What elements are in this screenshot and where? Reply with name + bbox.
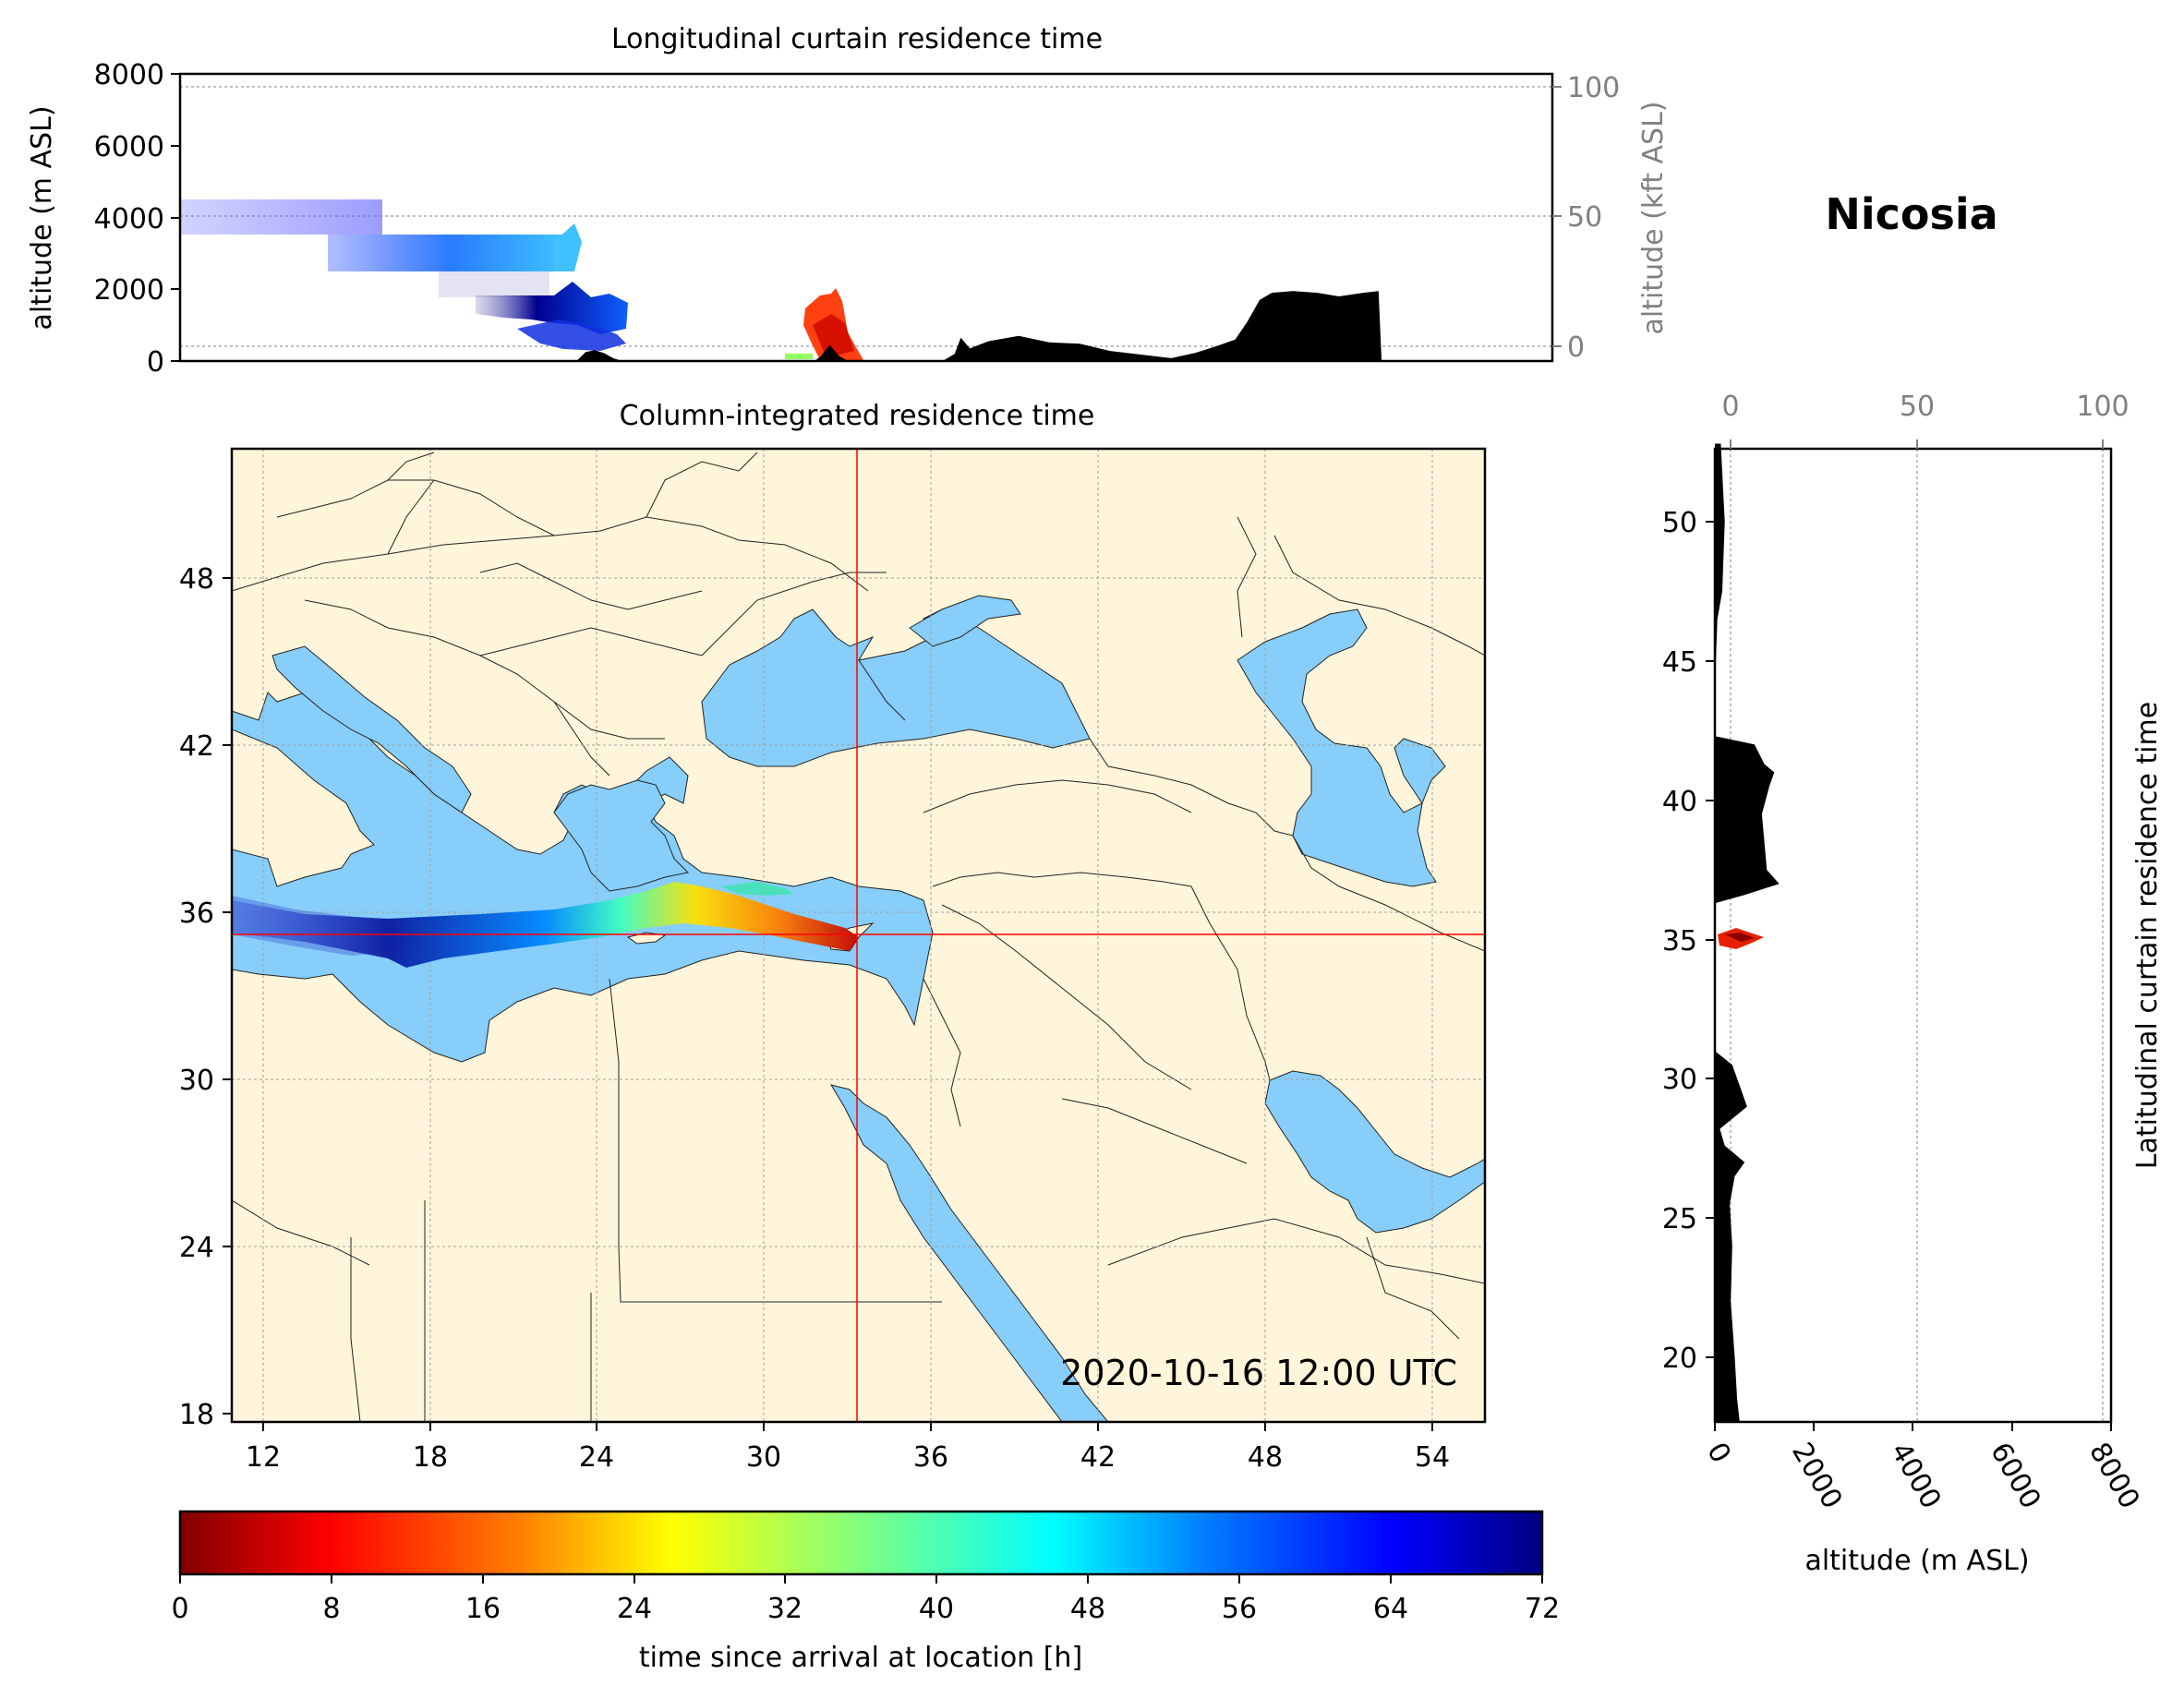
residence-band-mid-edge (554, 223, 582, 271)
colorbar: 0 8 16 24 32 40 48 56 64 72 time since a… (171, 1510, 1560, 1674)
map-ytick-36: 36 (179, 897, 214, 930)
crete (626, 932, 667, 945)
map-ytick-24: 24 (179, 1232, 214, 1264)
top-terrain (576, 291, 1382, 361)
map-panel-title: Column-integrated residence time (620, 400, 1095, 432)
side-plot-area (1715, 449, 2111, 1422)
side-xtick-2000: 2000 (1785, 1438, 1848, 1515)
colorbar-gradient (178, 1510, 1544, 1576)
side-xtick-4000: 4000 (1884, 1438, 1947, 1515)
colorbar-tick-32: 32 (767, 1593, 802, 1625)
sea-of-azov (909, 595, 1021, 647)
colorbar-tick-40: 40 (919, 1593, 954, 1625)
top-left-ticks (171, 73, 180, 362)
colorbar-tick-0: 0 (171, 1593, 188, 1625)
top-ylabel-right: altitude (kft ASL) (1637, 101, 1670, 334)
residence-band-low (439, 271, 549, 297)
residence-band-lower (476, 282, 628, 334)
top-rtick-100: 100 (1567, 72, 1620, 104)
residence-band-ground (517, 319, 626, 351)
map-panel: Column-integrated residence time (179, 400, 1487, 1474)
top-ytick-8000: 8000 (94, 59, 164, 91)
persian-gulf (1264, 1070, 1485, 1234)
map-xtick-12: 12 (246, 1441, 281, 1474)
colorbar-tick-48: 48 (1070, 1593, 1105, 1625)
side-terrain (1715, 443, 1780, 1422)
side-xtick-8000: 8000 (2082, 1438, 2145, 1515)
top-panel-title: Longitudinal curtain residence time (611, 23, 1103, 55)
top-ytick-0: 0 (147, 346, 164, 379)
side-ytick-40: 40 (1662, 786, 1697, 818)
map-xtick-36: 36 (913, 1441, 948, 1474)
map-ytick-30: 30 (179, 1065, 214, 1097)
side-top-tick-100: 100 (2076, 391, 2129, 423)
side-ytick-25: 25 (1662, 1203, 1697, 1235)
residence-band-high (181, 199, 382, 235)
side-xtick-0: 0 (1700, 1438, 1737, 1469)
longitudinal-curtain-panel: Longitudinal curtain residence time 8000… (26, 23, 1670, 379)
side-ytick-45: 45 (1662, 646, 1697, 679)
map-ytick-18: 18 (179, 1399, 214, 1431)
map-ytick-42: 42 (179, 730, 214, 763)
colorbar-tick-marks (179, 1574, 1543, 1584)
colorbar-tick-56: 56 (1222, 1593, 1257, 1625)
country-borders (232, 452, 1485, 1422)
residence-band-mid (328, 235, 573, 271)
map-xticks-marks (262, 1422, 1433, 1431)
residence-band-red-core (813, 314, 854, 358)
side-ytick-30: 30 (1662, 1064, 1697, 1096)
adriatic-sea (271, 645, 472, 813)
side-xlabel: altitude (m ASL) (1804, 1545, 2029, 1577)
side-ytick-50: 50 (1662, 507, 1697, 539)
latitudinal-curtain-panel: 20 25 30 35 40 45 50 0 50 100 0 2000 (1662, 391, 2164, 1577)
station-title: Nicosia (1825, 189, 1997, 239)
colorbar-label: time since arrival at location [h] (639, 1642, 1082, 1674)
side-top-tick-50: 50 (1900, 391, 1935, 423)
map-axes-frame (230, 447, 1487, 1424)
side-ytick-35: 35 (1662, 925, 1697, 957)
top-ytick-6000: 6000 (94, 131, 164, 163)
black-sea (701, 608, 1091, 767)
map-xtick-42: 42 (1080, 1441, 1116, 1474)
colorbar-tick-64: 64 (1373, 1593, 1408, 1625)
colorbar-tick-72: 72 (1525, 1593, 1560, 1625)
side-top-tick-0: 0 (1721, 391, 1739, 423)
map-yticks-marks (223, 577, 232, 1415)
side-residence-red-outline (1725, 933, 1755, 942)
top-ytick-2000: 2000 (94, 274, 164, 307)
side-ylabel: Latitudinal curtain residence time (2131, 702, 2164, 1169)
map-ytick-48: 48 (179, 563, 214, 596)
colorbar-tick-24: 24 (617, 1593, 652, 1625)
colorbar-tick-8: 8 (322, 1593, 340, 1625)
top-rtick-0: 0 (1567, 331, 1585, 364)
side-xticks-marks (1714, 1422, 2112, 1431)
red-sea (829, 1084, 1109, 1422)
caspian-sea (1237, 608, 1446, 887)
side-top-ticks (1730, 440, 2104, 449)
top-ylabel: altitude (m ASL) (26, 105, 58, 330)
map-timestamp: 2020-10-16 12:00 UTC (1060, 1353, 1457, 1393)
colorbar-tick-16: 16 (465, 1593, 501, 1625)
residence-plume (232, 882, 859, 968)
map-xtick-48: 48 (1248, 1441, 1283, 1474)
map-xtick-18: 18 (413, 1441, 448, 1474)
side-yticks-marks (1706, 521, 1715, 1358)
side-xtick-6000: 6000 (1984, 1438, 2046, 1515)
map-xtick-54: 54 (1415, 1441, 1450, 1474)
side-ytick-20: 20 (1662, 1343, 1697, 1375)
top-right-ticks (1552, 86, 1562, 347)
map-xtick-24: 24 (579, 1441, 614, 1474)
top-rtick-50: 50 (1567, 201, 1602, 234)
residence-plume-teal-tip (720, 882, 794, 896)
map-xtick-30: 30 (746, 1441, 781, 1474)
residence-band-green (785, 354, 813, 359)
aegean-sea (553, 779, 690, 892)
top-ytick-4000: 4000 (94, 203, 164, 235)
map-gridlines (232, 449, 1485, 1422)
